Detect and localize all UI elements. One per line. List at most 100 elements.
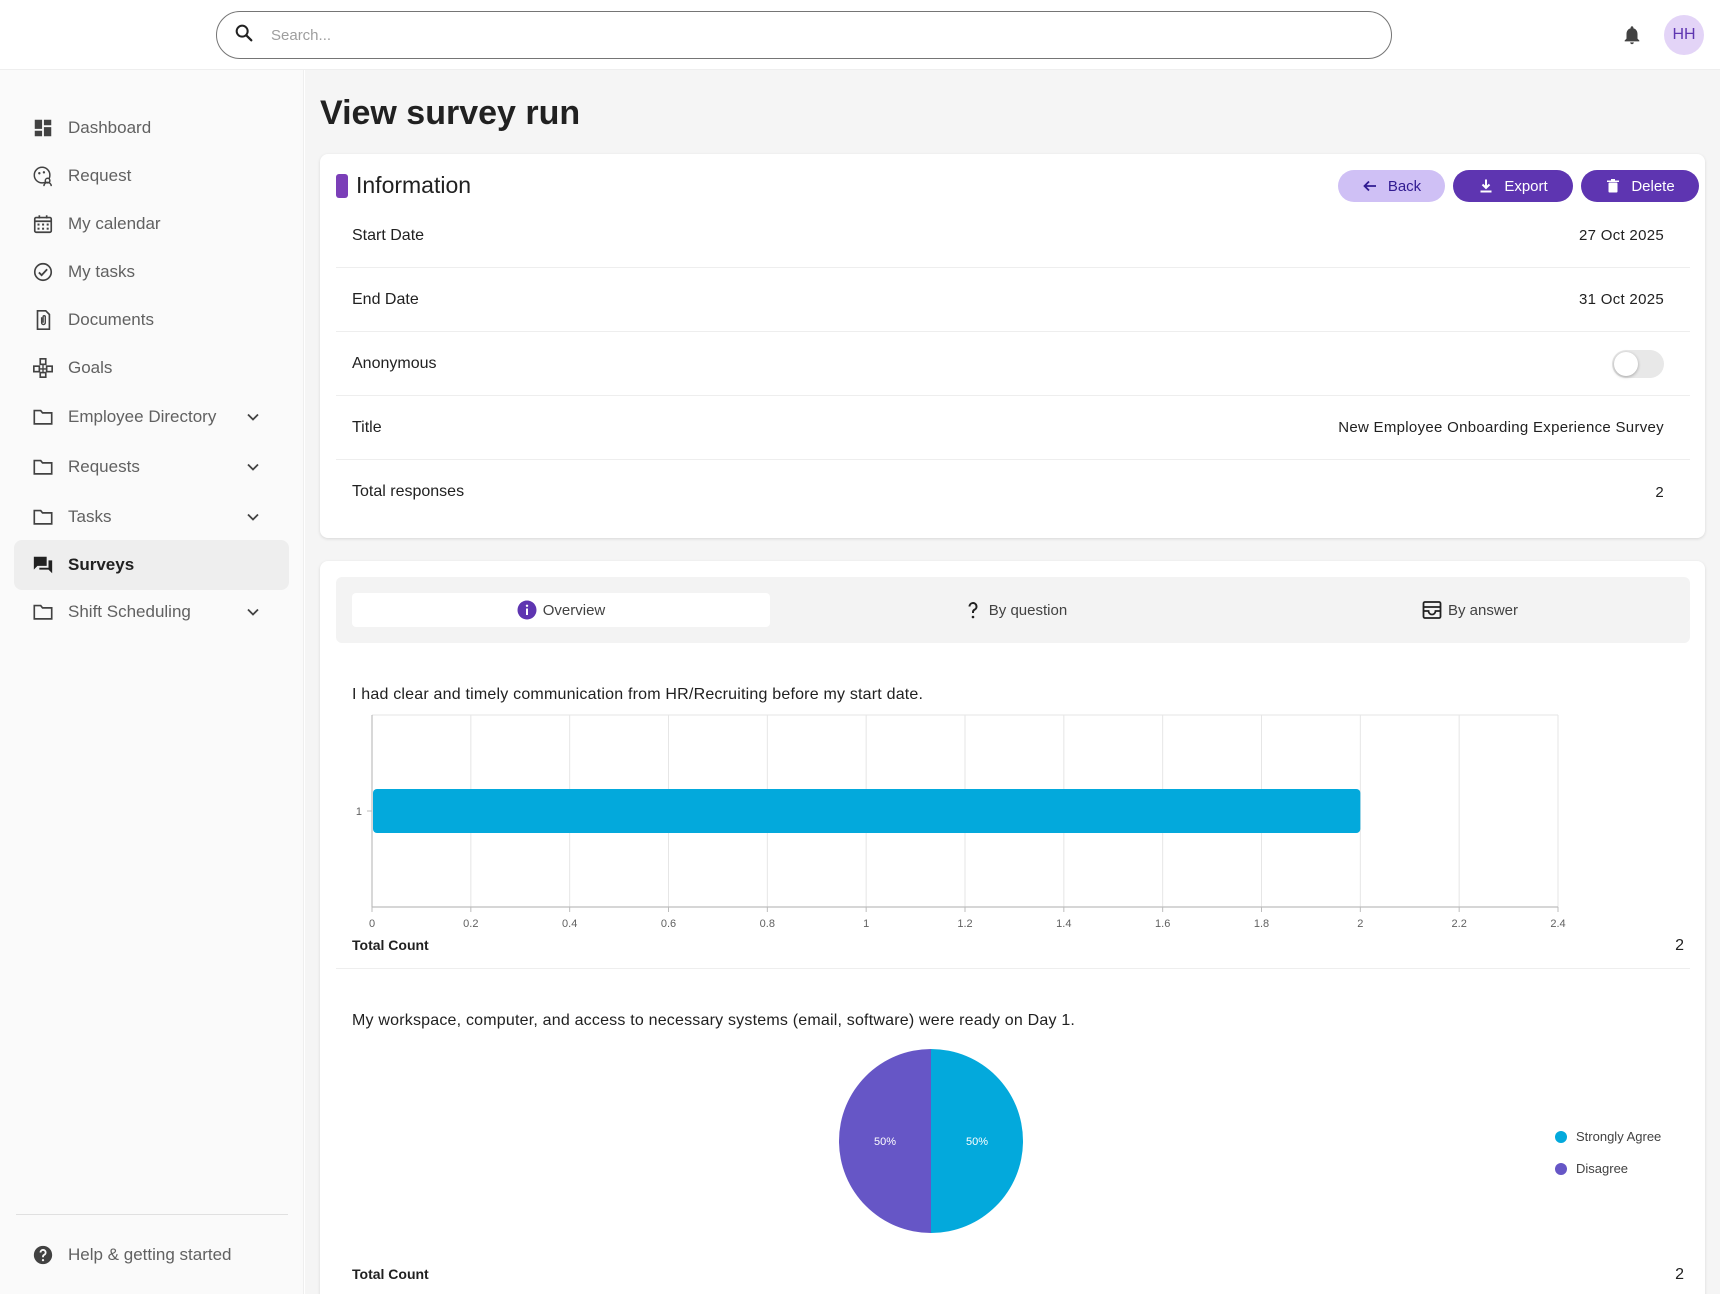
sidebar-item-label: Request	[68, 166, 132, 185]
sidebar-item-label: Shift Scheduling	[68, 602, 191, 621]
legend-item: Strongly Agree	[1555, 1129, 1661, 1144]
legend-swatch	[1555, 1131, 1567, 1143]
check-circle-icon	[32, 261, 54, 283]
back-button[interactable]: Back	[1338, 170, 1445, 202]
delete-button[interactable]: Delete	[1581, 170, 1699, 202]
sidebar-item-request[interactable]: Request	[14, 153, 289, 199]
sidebar-item-label: Documents	[68, 310, 154, 329]
sidebar-item-label: Goals	[68, 358, 113, 377]
total-label: Total Count	[352, 1266, 429, 1282]
x-tick-label: 1	[863, 918, 869, 930]
information-card: Information Back Export Delete Start Dat…	[320, 154, 1705, 538]
calendar-icon	[32, 213, 54, 235]
sidebar-item-requests[interactable]: Requests	[14, 444, 289, 490]
sidebar-item-label: Help & getting started	[68, 1245, 232, 1264]
results-tabs: Overview By question By answer	[336, 577, 1690, 643]
sidebar-item-my-calendar[interactable]: My calendar	[14, 201, 289, 247]
sidebar-item-label: Employee Directory	[68, 407, 217, 426]
question-icon	[968, 602, 978, 619]
x-tick-label: 1.2	[957, 918, 972, 930]
legend-item: Disagree	[1555, 1161, 1628, 1176]
toggle-knob	[1614, 351, 1638, 376]
help-icon	[32, 1244, 54, 1266]
user-avatar[interactable]: HH	[1664, 15, 1704, 55]
sidebar-divider	[16, 1214, 288, 1215]
x-tick-label: 0	[369, 918, 375, 930]
sidebar-item-documents[interactable]: Documents	[14, 297, 289, 343]
chevron-down-icon[interactable]	[245, 509, 261, 525]
total-value: 2	[1675, 937, 1684, 954]
sidebar-item-label: Tasks	[68, 507, 112, 526]
sidebar-item-goals[interactable]: Goals	[14, 345, 289, 391]
export-button[interactable]: Export	[1453, 170, 1573, 202]
x-tick-label: 1.8	[1254, 918, 1269, 930]
folder-icon	[32, 506, 54, 528]
delete-label: Delete	[1631, 177, 1675, 195]
chat-icon	[32, 554, 54, 576]
sidebar-item-tasks[interactable]: Tasks	[14, 494, 289, 540]
slice-label: 50%	[966, 1136, 988, 1148]
info-label: Title	[352, 418, 382, 436]
info-label: Start Date	[352, 226, 425, 244]
chevron-down-icon[interactable]	[245, 604, 261, 620]
chevron-down-icon[interactable]	[245, 409, 261, 425]
x-tick-label: 0.6	[661, 918, 676, 930]
info-label: End Date	[352, 290, 419, 308]
folder-icon	[32, 406, 54, 428]
folder-icon	[32, 456, 54, 478]
sidebar-item-shift-scheduling[interactable]: Shift Scheduling	[14, 589, 289, 635]
search-input[interactable]	[271, 26, 1371, 44]
request-icon	[32, 165, 54, 187]
info-row-total-responses: Total responses 2	[336, 460, 1690, 524]
info-value: 31 Oct 2025	[1578, 291, 1664, 308]
download-icon	[1480, 179, 1492, 193]
x-tick-label: 1.4	[1056, 918, 1071, 930]
sidebar-item-my-tasks[interactable]: My tasks	[14, 249, 289, 295]
info-value: 2	[1655, 483, 1664, 501]
inbox-icon	[1422, 601, 1442, 619]
total-label: Total Count	[352, 937, 429, 953]
sidebar-item-employee-directory[interactable]: Employee Directory	[14, 394, 289, 440]
main-content: View survey run Information Back Export …	[305, 70, 1720, 1294]
info-row-start-date: Start Date 27 Oct 2025	[336, 204, 1690, 268]
folder-icon	[32, 601, 54, 623]
sidebar-item-label: My calendar	[68, 214, 161, 233]
sidebar-item-surveys[interactable]: Surveys	[14, 540, 289, 590]
question-text: My workspace, computer, and access to ne…	[352, 1012, 1076, 1029]
tab-overview[interactable]: Overview	[352, 593, 770, 627]
goals-icon	[32, 357, 54, 379]
sidebar-item-help[interactable]: Help & getting started	[14, 1232, 289, 1278]
legend-swatch	[1555, 1163, 1567, 1175]
bar-chart: 0 0.2 0.4 0.6 0.8 1 1.2 1.4 1.6 1.8 2 2.2 2.4 1	[356, 714, 1566, 930]
document-icon	[32, 309, 54, 331]
x-tick-label: 1.6	[1155, 918, 1170, 930]
information-title: Information	[356, 172, 472, 198]
export-label: Export	[1504, 177, 1548, 195]
back-label: Back	[1387, 177, 1422, 195]
question-total-row: Total Count 2	[352, 937, 1684, 955]
tab-label: By answer	[1447, 601, 1519, 619]
sidebar: Dashboard Request My calendar My tasks D…	[0, 70, 304, 1294]
tab-label: By question	[988, 601, 1068, 619]
tab-by-question[interactable]: By question	[806, 593, 1224, 627]
chevron-down-icon[interactable]	[245, 459, 261, 475]
search-box[interactable]	[216, 11, 1392, 59]
sidebar-item-dashboard[interactable]: Dashboard	[14, 105, 289, 151]
info-row-end-date: End Date 31 Oct 2025	[336, 268, 1690, 332]
tab-by-answer[interactable]: By answer	[1261, 593, 1679, 627]
total-value: 2	[1675, 1266, 1684, 1283]
info-label: Total responses	[352, 483, 465, 500]
sidebar-item-label: My tasks	[68, 262, 136, 281]
x-tick-label: 0.2	[463, 918, 478, 930]
y-tick-label: 1	[356, 806, 362, 818]
x-tick-label: 0.4	[562, 918, 577, 930]
trash-icon	[1607, 179, 1620, 193]
anonymous-toggle[interactable]	[1612, 349, 1664, 378]
arrow-left-icon	[1363, 180, 1376, 192]
notifications-bell-icon[interactable]	[1621, 23, 1643, 47]
x-tick-label: 0.8	[760, 918, 775, 930]
search-icon	[233, 22, 255, 49]
x-tick-label: 2.4	[1550, 918, 1565, 930]
bar	[373, 789, 1361, 833]
info-row-anonymous: Anonymous	[336, 332, 1690, 396]
